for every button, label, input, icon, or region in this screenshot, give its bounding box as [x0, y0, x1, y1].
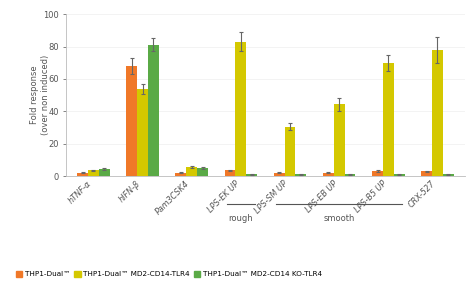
Bar: [236, 42, 246, 176]
Text: rough: rough: [228, 214, 253, 224]
Bar: [148, 45, 159, 176]
Bar: [127, 66, 137, 176]
Bar: [175, 173, 186, 176]
Bar: [345, 174, 356, 176]
Bar: [99, 169, 109, 176]
Bar: [137, 89, 148, 176]
Legend: THP1-Dual™, THP1-Dual™ MD2-CD14-TLR4, THP1-Dual™ MD2-CD14 KO-TLR4: THP1-Dual™, THP1-Dual™ MD2-CD14-TLR4, TH…: [13, 268, 325, 280]
Bar: [274, 173, 284, 176]
Bar: [383, 63, 394, 176]
Text: LPS-EB UP: LPS-EB UP: [304, 179, 339, 214]
Y-axis label: Fold response
(over non induced): Fold response (over non induced): [30, 55, 50, 135]
Bar: [77, 172, 88, 176]
Text: LPS-SM UP: LPS-SM UP: [254, 179, 290, 216]
Bar: [246, 174, 257, 176]
Bar: [334, 104, 345, 176]
Bar: [197, 168, 208, 176]
Text: LPS-B5 UP: LPS-B5 UP: [353, 179, 388, 214]
Bar: [225, 170, 236, 176]
Text: LPS-EK UP: LPS-EK UP: [206, 179, 241, 214]
Text: hTNF-α: hTNF-α: [67, 179, 93, 205]
Bar: [284, 127, 295, 176]
Bar: [421, 171, 432, 176]
Text: smooth: smooth: [323, 214, 355, 224]
Bar: [323, 172, 334, 176]
Text: CRX-527: CRX-527: [407, 179, 438, 209]
Text: Pam3CSK4: Pam3CSK4: [155, 179, 191, 216]
Bar: [186, 167, 197, 176]
Bar: [295, 174, 306, 176]
Text: hIFN-β: hIFN-β: [118, 179, 143, 204]
Bar: [372, 171, 383, 176]
Bar: [443, 174, 454, 176]
Bar: [88, 170, 99, 176]
Bar: [394, 174, 404, 176]
Bar: [432, 50, 443, 176]
